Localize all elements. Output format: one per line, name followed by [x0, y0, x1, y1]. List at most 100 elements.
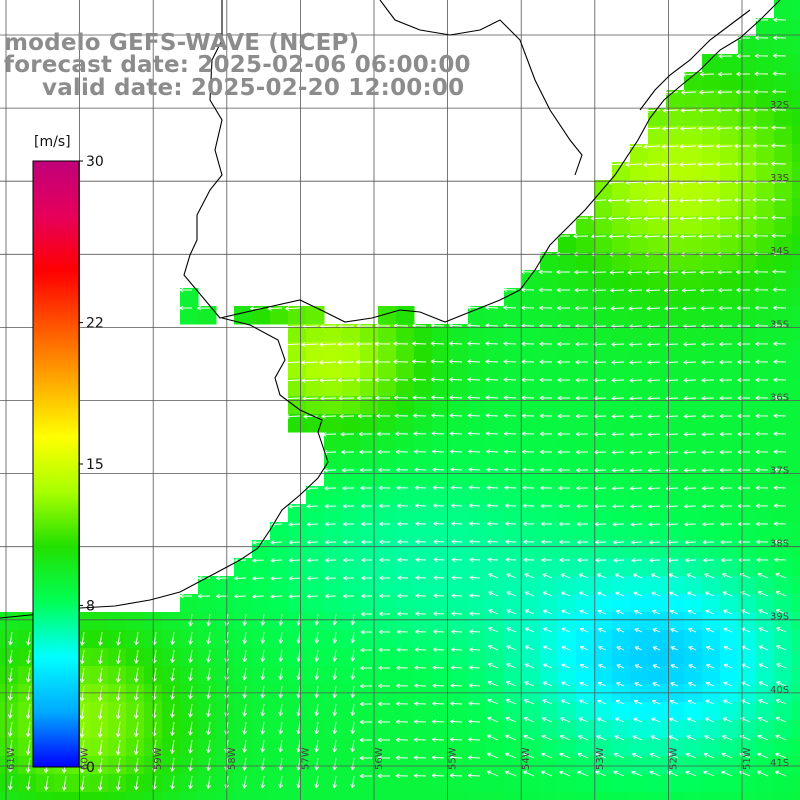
- wind-arrow: [596, 717, 607, 723]
- field-cell: [702, 756, 721, 775]
- field-cell: [612, 540, 631, 559]
- wind-arrow: [647, 414, 661, 419]
- wind-arrow: [8, 757, 13, 773]
- wind-arrow: [378, 665, 391, 671]
- wind-arrow: [681, 270, 697, 275]
- wind-arrow: [97, 703, 103, 720]
- field-cell: [648, 504, 667, 523]
- wind-arrow: [378, 467, 391, 473]
- field-cell: [522, 270, 541, 289]
- field-cell: [108, 792, 127, 800]
- wind-arrow: [559, 752, 571, 759]
- field-cell: [576, 720, 595, 739]
- field-cell: [756, 630, 775, 649]
- field-cell: [756, 702, 775, 721]
- field-cell: [504, 630, 523, 649]
- field-cell: [594, 234, 613, 253]
- wind-arrow: [359, 737, 373, 743]
- wind-arrow: [306, 558, 319, 563]
- wind-arrow: [523, 752, 535, 759]
- field-cell: [288, 324, 307, 343]
- wind-arrow: [521, 413, 535, 419]
- field-cell: [540, 756, 559, 775]
- field-cell: [774, 648, 793, 667]
- wind-arrow: [415, 557, 427, 563]
- wind-arrow: [647, 360, 661, 365]
- field-cell: [108, 738, 127, 757]
- wind-arrow: [775, 716, 787, 723]
- field-cell: [774, 414, 793, 433]
- wind-arrow: [613, 770, 625, 777]
- field-cell: [738, 234, 757, 253]
- lon-label: 56W: [374, 747, 385, 770]
- field-cell: [684, 342, 703, 361]
- wind-arrow: [337, 377, 355, 383]
- field-cell: [414, 486, 433, 505]
- wind-arrow: [468, 449, 481, 454]
- wind-arrow: [314, 775, 319, 789]
- field-cell: [648, 162, 667, 181]
- field-cell: [648, 576, 667, 595]
- field-cell: [486, 702, 505, 721]
- wind-arrow: [412, 395, 427, 400]
- field-cell: [720, 108, 739, 127]
- wind-arrow: [701, 341, 715, 347]
- field-cell: [558, 612, 577, 631]
- wind-arrow: [754, 269, 769, 275]
- wind-arrow: [451, 539, 463, 544]
- field-cell: [684, 126, 703, 145]
- wind-arrow: [651, 591, 661, 597]
- wind-arrow: [379, 521, 391, 527]
- field-cell: [720, 630, 739, 649]
- field-cell: [720, 720, 739, 739]
- field-cell: [792, 108, 800, 127]
- wind-arrow: [283, 360, 301, 365]
- field-cell: [702, 630, 721, 649]
- field-cell: [684, 360, 703, 379]
- field-cell: [630, 504, 649, 523]
- field-cell: [360, 396, 379, 415]
- wind-arrow: [719, 449, 733, 455]
- wind-arrow: [433, 611, 445, 616]
- wind-arrow: [206, 775, 211, 789]
- field-cell: [522, 594, 541, 613]
- wind-arrow: [773, 395, 787, 401]
- field-cell: [126, 738, 145, 757]
- field-cell: [792, 342, 800, 361]
- field-cell: [684, 486, 703, 505]
- field-cell: [468, 522, 487, 541]
- field-cell: [252, 792, 271, 800]
- wind-arrow: [468, 665, 481, 670]
- wind-arrow: [332, 667, 338, 680]
- field-cell: [738, 126, 757, 145]
- field-cell: [486, 792, 505, 800]
- field-cell: [288, 378, 307, 397]
- field-cell: [702, 54, 721, 73]
- wind-arrow: [679, 216, 697, 221]
- field-cell: [558, 324, 577, 343]
- wind-arrow: [706, 663, 715, 669]
- field-cell: [162, 756, 181, 775]
- wind-arrow: [488, 591, 499, 597]
- field-cell: [324, 558, 343, 577]
- field-cell: [198, 594, 217, 613]
- field-cell: [324, 648, 343, 667]
- wind-arrow: [179, 593, 193, 599]
- wind-arrow: [216, 575, 229, 581]
- field-cell: [630, 198, 649, 217]
- wind-arrow: [283, 342, 301, 347]
- wind-arrow: [379, 593, 391, 599]
- field-cell: [612, 468, 631, 487]
- field-cell: [378, 432, 397, 451]
- field-cell: [342, 414, 361, 433]
- wind-arrow: [377, 755, 391, 761]
- field-cell: [684, 306, 703, 325]
- field-cell: [360, 720, 379, 739]
- wind-arrow: [701, 431, 715, 437]
- wind-arrow: [397, 575, 409, 581]
- field-cell: [324, 324, 343, 343]
- field-cell: [324, 756, 343, 775]
- field-cell: [792, 162, 800, 181]
- wind-arrow: [8, 739, 13, 755]
- lon-label: 54W: [521, 747, 532, 770]
